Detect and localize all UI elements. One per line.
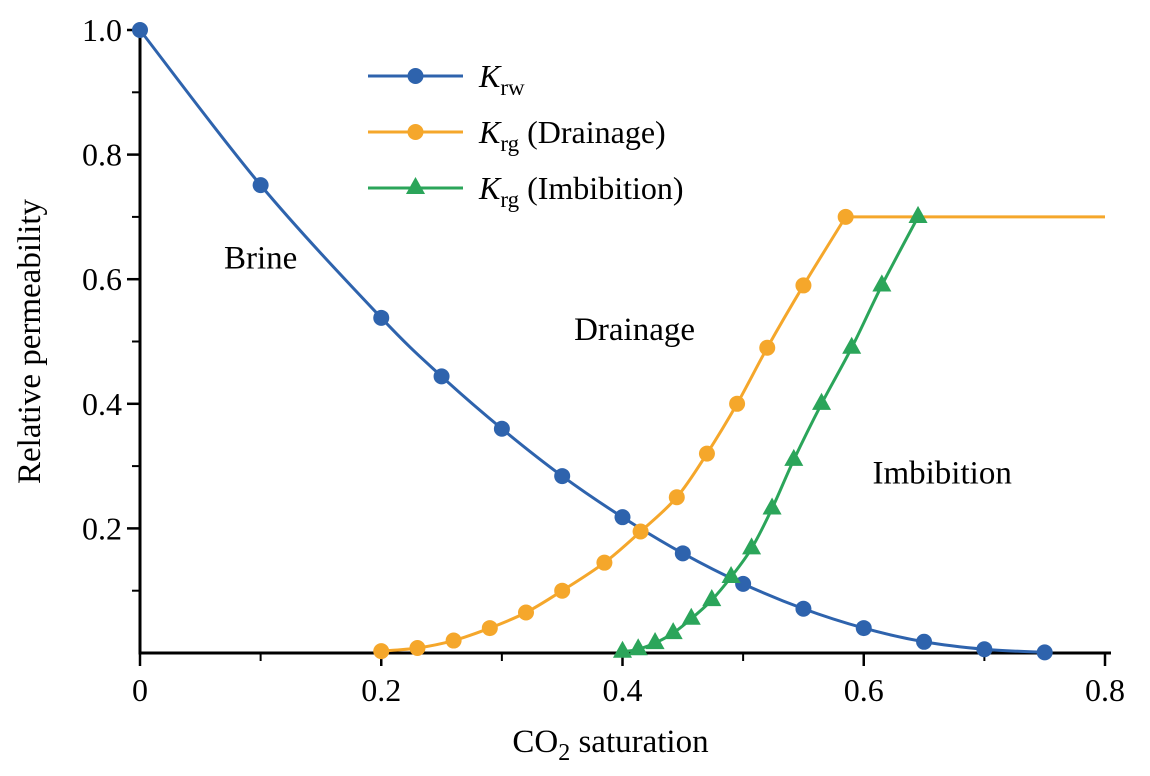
y-tick-label: 0.4	[82, 386, 122, 422]
krg-drainage-marker	[596, 554, 613, 571]
krw-marker	[132, 22, 148, 38]
krw-marker	[735, 575, 752, 592]
legend-marker-krg-drainage	[407, 124, 424, 140]
krw-marker	[614, 509, 631, 526]
annotation-brine: Brine	[224, 240, 297, 276]
krg-imbibition-marker	[872, 274, 892, 292]
krg-imbibition-marker	[663, 622, 683, 640]
krg-drainage-marker	[729, 395, 746, 412]
legend-marker-krg-imbibition	[405, 177, 426, 195]
krw-marker	[493, 420, 510, 437]
krg-imbibition-marker	[812, 392, 832, 410]
x-axis-label: CO2 saturation	[512, 724, 708, 766]
legend-label-krg-imbibition: Krg (Imbibition)	[478, 170, 684, 212]
x-tick-label: 0	[132, 672, 148, 708]
y-tick-label: 0.8	[82, 137, 122, 173]
krw-marker	[674, 545, 691, 562]
krw-marker	[373, 309, 390, 326]
krw-marker	[554, 468, 571, 485]
krg-drainage-marker	[632, 523, 649, 540]
krg-imbibition-marker	[628, 638, 648, 656]
krg-drainage-marker	[445, 632, 462, 649]
krg-imbibition-marker	[842, 336, 862, 354]
krg-imbibition-marker	[702, 589, 722, 607]
krg-drainage-marker	[373, 643, 390, 660]
krw-marker	[252, 177, 269, 194]
y-axis-label: Relative permeability	[12, 199, 48, 484]
krg-imbibition-marker	[612, 640, 633, 658]
krg-drainage-marker	[668, 489, 685, 506]
krg-imbibition-marker	[908, 205, 928, 223]
legend-label-krw: Krw	[478, 58, 525, 100]
krg-imbibition-marker	[784, 448, 804, 466]
x-tick-label: 0.2	[361, 672, 401, 708]
krg-imbibition-line	[622, 216, 920, 654]
krw-marker	[795, 600, 812, 617]
krg-drainage-marker	[837, 208, 854, 225]
krg-imbibition-marker	[762, 497, 782, 515]
x-tick-label: 0.6	[844, 672, 884, 708]
annotation-imbibition: Imbibition	[872, 455, 1011, 491]
krw-marker	[433, 368, 450, 385]
krg-drainage-marker	[409, 640, 426, 657]
legend-marker-krw	[407, 68, 424, 84]
y-tick-label: 0.6	[82, 261, 122, 297]
annotation-drainage: Drainage	[574, 312, 695, 348]
krw-marker	[855, 620, 872, 637]
krg-imbibition-marker	[681, 607, 701, 625]
krw-marker	[1036, 644, 1053, 661]
x-tick-label: 0.4	[603, 672, 643, 708]
krw-marker	[976, 641, 993, 658]
legend-label-krg-drainage: Krg (Drainage)	[478, 114, 666, 156]
y-tick-label: 1.0	[82, 12, 122, 48]
krg-drainage-marker	[759, 339, 776, 356]
krg-drainage-marker	[795, 277, 812, 294]
y-tick-label: 0.2	[82, 510, 122, 546]
krw-marker	[916, 633, 933, 650]
krg-drainage-marker	[518, 604, 534, 621]
x-tick-label: 0.8	[1085, 672, 1125, 708]
krg-drainage-marker	[698, 445, 715, 462]
krg-drainage-marker	[554, 582, 571, 599]
krg-imbibition-marker	[721, 565, 741, 584]
krw-line	[138, 29, 1045, 654]
krg-drainage-marker	[481, 620, 498, 637]
krg-imbibition-marker	[645, 632, 665, 650]
krg-imbibition-marker	[742, 537, 762, 555]
